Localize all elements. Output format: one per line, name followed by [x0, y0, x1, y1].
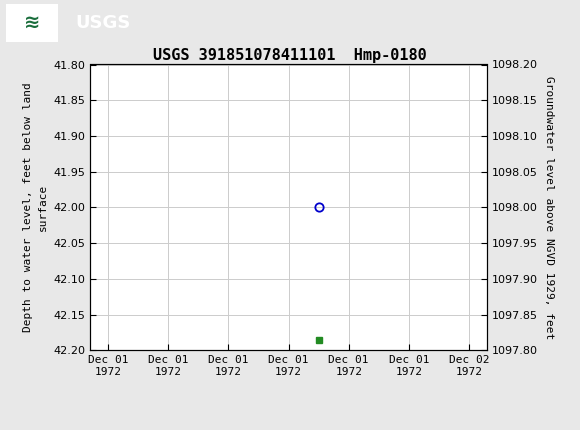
Y-axis label: Groundwater level above NGVD 1929, feet: Groundwater level above NGVD 1929, feet — [543, 76, 554, 339]
Bar — [6, 3, 58, 42]
Text: USGS 391851078411101  Hmp-0180: USGS 391851078411101 Hmp-0180 — [153, 48, 427, 62]
Text: USGS: USGS — [75, 14, 130, 31]
Y-axis label: Depth to water level, feet below land
surface: Depth to water level, feet below land su… — [23, 83, 48, 332]
Text: ≋: ≋ — [24, 13, 40, 32]
